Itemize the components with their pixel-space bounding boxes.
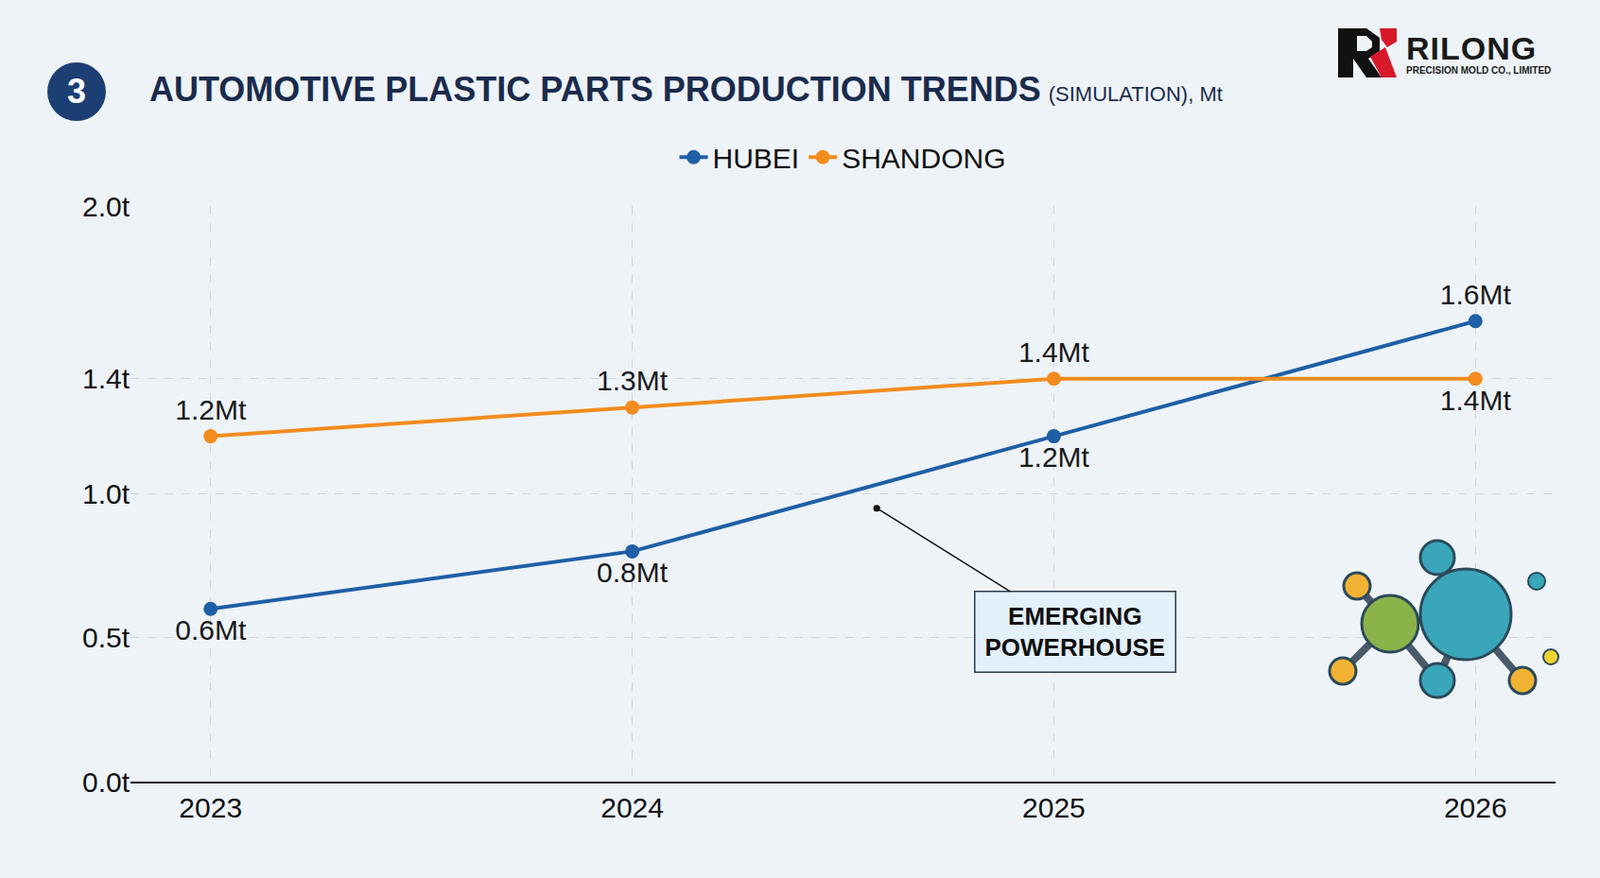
svg-text:2.0t: 2.0t — [82, 191, 131, 223]
svg-text:1.4Mt: 1.4Mt — [1440, 384, 1513, 417]
svg-text:1.3Mt: 1.3Mt — [596, 365, 669, 397]
svg-text:SHANDONG: SHANDONG — [841, 142, 1006, 174]
svg-text:0.8Mt: 0.8Mt — [596, 556, 669, 589]
svg-text:1.6Mt: 1.6Mt — [1440, 278, 1513, 311]
svg-text:EMERGINGPOWERHOUSE: EMERGINGPOWERHOUSE — [985, 602, 1166, 663]
svg-text:0.6Mt: 0.6Mt — [174, 614, 247, 646]
svg-text:2023: 2023 — [178, 792, 243, 824]
svg-text:1.0t: 1.0t — [82, 478, 131, 510]
svg-text:1.2Mt: 1.2Mt — [1018, 441, 1091, 473]
svg-text:2026: 2026 — [1443, 792, 1508, 824]
svg-text:2024: 2024 — [600, 792, 664, 824]
svg-text:2025: 2025 — [1022, 792, 1086, 824]
html-text:RILONG: RILONG — [1406, 29, 1537, 66]
html-text:PRECISION MOLD CO., LIMITED: PRECISION MOLD CO., LIMITED — [1406, 64, 1552, 76]
html-text:3: 3 — [67, 71, 87, 111]
svg-text:HUBEI: HUBEI — [713, 142, 800, 174]
svg-text:0.0t: 0.0t — [82, 766, 131, 799]
svg-text:1.2Mt: 1.2Mt — [174, 394, 247, 426]
html-text:AUTOMOTIVE PLASTIC PARTS PRODU: AUTOMOTIVE PLASTIC PARTS PRODUCTION TREN… — [149, 69, 1223, 109]
svg-text:1.4Mt: 1.4Mt — [1018, 336, 1091, 368]
svg-text:1.4t: 1.4t — [82, 363, 131, 395]
svg-text:0.5t: 0.5t — [82, 622, 131, 654]
